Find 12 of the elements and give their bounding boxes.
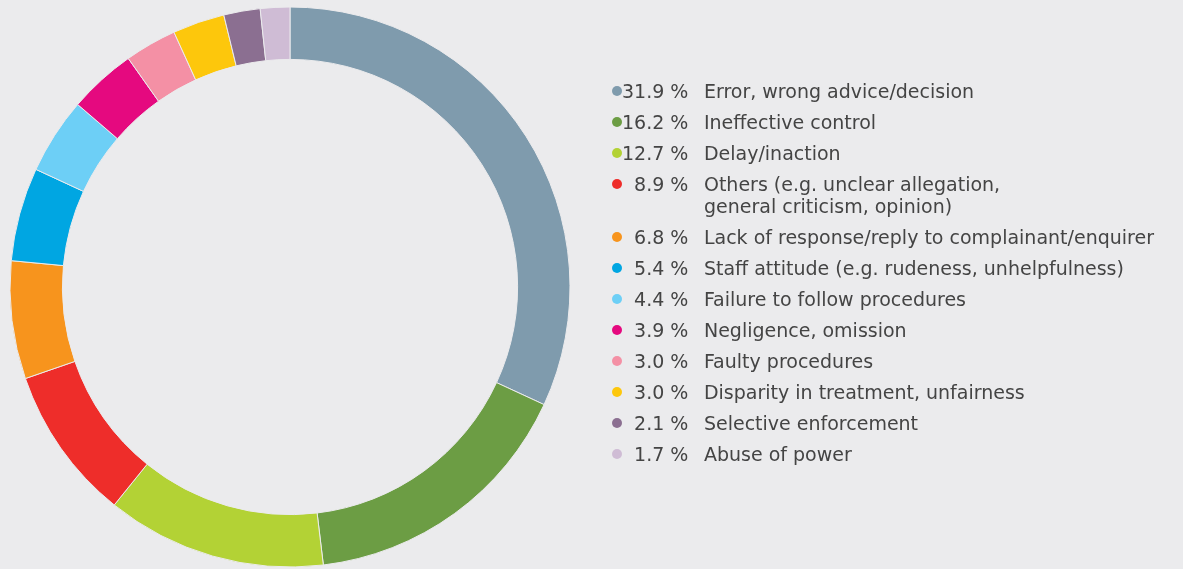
legend-label: 1.7 % Abuse of power — [633, 443, 852, 465]
legend-label: 12.7 % Delay/inaction — [622, 142, 841, 164]
legend-label: 4.4 % Failure to follow procedures — [633, 288, 966, 310]
legend-label: 3.9 % Negligence, omission — [633, 319, 907, 341]
legend-label: 5.4 % Staff attitude (e.g. rudeness, unhelpfulness) — [633, 257, 1124, 279]
legend-label: 16.2 % Ineffective control — [622, 111, 877, 133]
legend-label: 31.9 % Error, wrong advice/decision — [622, 80, 975, 102]
legend-label: 3.0 % Disparity in treatment, unfairness — [633, 381, 1025, 403]
legend-label: 2.1 % Selective enforcement — [633, 412, 919, 434]
legend-label: 6.8 % Lack of response/reply to complainant/enquirer — [633, 226, 1154, 248]
legend-label: 3.0 % Faulty procedures — [633, 350, 874, 372]
legend-label: 8.9 % Others (e.g. unclear allegation, general criticism, opinion) — [633, 173, 1001, 217]
